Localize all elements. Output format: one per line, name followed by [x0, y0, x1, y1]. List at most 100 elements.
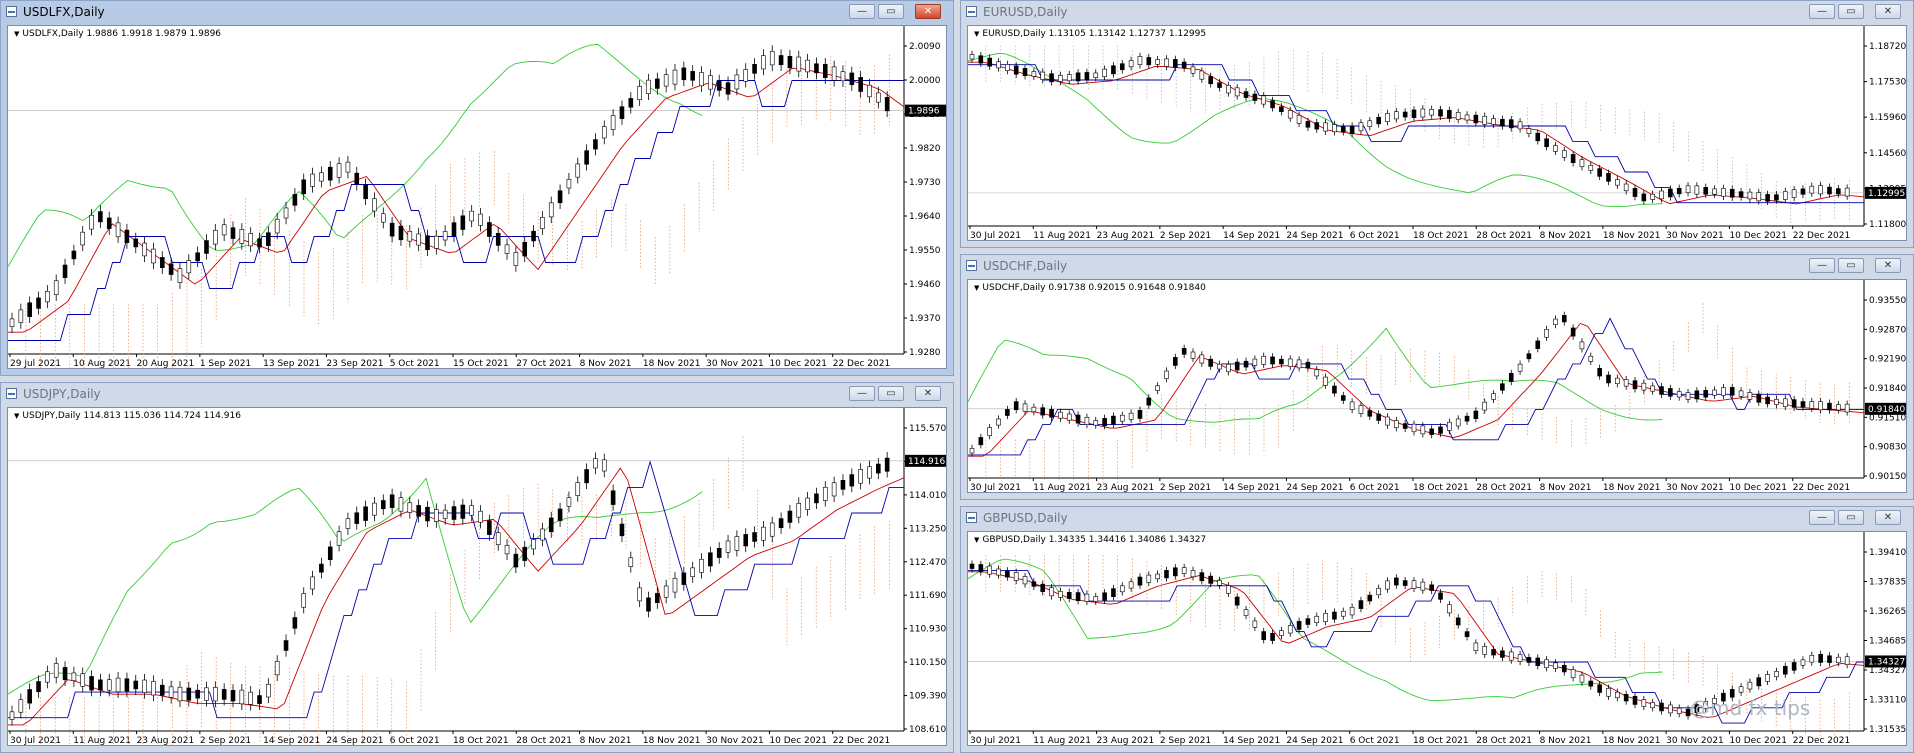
dropdown-triangle-icon[interactable]: ▼ — [974, 30, 980, 38]
candle-body — [840, 71, 846, 82]
window-titlebar[interactable]: GBPUSD,Daily — ▭ ✕ — [961, 507, 1913, 529]
dropdown-triangle-icon[interactable]: ▼ — [974, 284, 980, 292]
minimize-button[interactable]: — — [1809, 4, 1835, 19]
candle-body — [1340, 126, 1346, 133]
candle-body — [522, 546, 528, 561]
candle-body — [124, 678, 130, 692]
window-titlebar[interactable]: USDLFX,Daily — ▭ ✕ — [1, 1, 953, 23]
candle-body — [1066, 592, 1072, 599]
candle-body — [1447, 604, 1452, 614]
candle-body — [1747, 392, 1753, 400]
candle-body — [1703, 701, 1709, 709]
minimize-button[interactable]: — — [849, 386, 875, 401]
candle-body — [1809, 401, 1815, 409]
time-tick-label: 30 Jul 2021 — [10, 736, 61, 746]
window-titlebar[interactable]: USDJPY,Daily — ▭ ✕ — [1, 383, 953, 405]
close-button[interactable]: ✕ — [915, 386, 941, 401]
candle-body — [274, 218, 280, 234]
window-title: EURUSD,Daily — [983, 5, 1068, 19]
chart-plot-area[interactable]: 2.00902.00001.99101.98201.97301.96401.95… — [7, 25, 947, 369]
maximize-button[interactable]: ▭ — [1838, 510, 1864, 525]
candle-body — [1818, 653, 1823, 663]
chart-window-usdjpy[interactable]: USDJPY,Daily — ▭ ✕ 115.570114.790114.010… — [0, 382, 954, 753]
candle-body — [849, 474, 855, 487]
candle-body — [1075, 592, 1081, 601]
chart-plot-area[interactable]: 115.570114.790114.010113.250112.470111.6… — [7, 407, 947, 746]
candle-body — [257, 238, 262, 248]
candle-body — [1332, 611, 1337, 620]
price-chart: 115.570114.790114.010113.250112.470111.6… — [8, 408, 946, 746]
candle-body — [584, 150, 589, 165]
window-titlebar[interactable]: USDCHF,Daily — ▭ ✕ — [961, 255, 1913, 277]
candle-body — [310, 173, 315, 187]
kijun-sen-line — [968, 570, 1864, 724]
candle-body — [663, 74, 669, 87]
dropdown-triangle-icon[interactable]: ▼ — [14, 412, 20, 420]
close-button[interactable]: ✕ — [915, 4, 941, 19]
candle-body — [504, 244, 510, 254]
chart-window-usdlfx[interactable]: USDLFX,Daily — ▭ ✕ 2.00902.00001.99101.9… — [0, 0, 954, 376]
candle-body — [363, 506, 368, 521]
time-tick-label: 2 Sep 2021 — [200, 736, 251, 746]
candle-body — [45, 291, 50, 303]
candle-body — [575, 482, 581, 496]
minimize-button[interactable]: — — [849, 4, 875, 19]
candle-body — [1340, 610, 1346, 617]
candle-body — [1544, 329, 1549, 338]
dropdown-triangle-icon[interactable]: ▼ — [974, 536, 980, 544]
candle-body — [1774, 671, 1779, 678]
candle-body — [1031, 581, 1037, 587]
candle-body — [1252, 358, 1258, 366]
kijun-sen-line — [968, 317, 1864, 456]
chart-window-usdchf[interactable]: USDCHF,Daily — ▭ ✕ 0.93550 0.92870 0.92190… — [960, 254, 1914, 500]
maximize-button[interactable]: ▭ — [878, 386, 904, 401]
price-tick-label: 1.9550 — [909, 246, 941, 256]
price-tick-label: 110.150 — [909, 658, 946, 668]
chart-window-gbpusd[interactable]: GBPUSD,Daily — ▭ ✕ 1.39410 1.37835 1.36265… — [960, 506, 1914, 753]
time-tick-label: 13 Sep 2021 — [263, 359, 320, 369]
chart-window-eurusd[interactable]: EURUSD,Daily — ▭ ✕ 1.18720 1.17530 1.15960… — [960, 0, 1914, 248]
candle-body — [1367, 594, 1373, 602]
time-tick-label: 10 Dec 2021 — [1729, 483, 1787, 493]
candle-body — [460, 504, 466, 519]
candle-body — [1650, 385, 1655, 392]
chart-plot-area[interactable]: 1.18720 1.17530 1.15960 1.14560 1.12995 1.118… — [967, 25, 1907, 241]
candle-body — [1464, 631, 1470, 637]
chart-plot-area[interactable]: 1.39410 1.37835 1.36265 1.34685 1.34327 1.331… — [967, 531, 1907, 746]
candle-body — [1800, 659, 1806, 666]
dropdown-triangle-icon[interactable]: ▼ — [14, 30, 20, 38]
candle-body — [1084, 72, 1090, 81]
candle-body — [133, 680, 139, 690]
maximize-button[interactable]: ▭ — [1838, 4, 1864, 19]
candle-body — [1075, 72, 1081, 82]
candle-body — [168, 263, 174, 275]
candle-body — [425, 235, 430, 251]
close-button[interactable]: ✕ — [1875, 510, 1901, 525]
candle-body — [672, 69, 678, 85]
maximize-button[interactable]: ▭ — [1838, 258, 1864, 273]
candle-body — [274, 660, 280, 676]
close-button[interactable]: ✕ — [1875, 258, 1901, 273]
close-button[interactable]: ✕ — [1875, 4, 1901, 19]
candle-body — [1376, 587, 1381, 596]
chart-plot-area[interactable]: 0.93550 0.92870 0.92190 0.91840 0.91510 0.908… — [967, 279, 1907, 493]
time-tick-label: 23 Aug 2021 — [1097, 736, 1155, 746]
time-tick-label: 8 Nov 2021 — [580, 736, 632, 746]
maximize-button[interactable]: ▭ — [878, 4, 904, 19]
candle-body — [1712, 389, 1717, 396]
time-tick-label: 10 Dec 2021 — [1729, 231, 1787, 241]
candle-body — [858, 469, 863, 484]
candle-body — [151, 248, 156, 264]
minimize-button[interactable]: — — [1809, 258, 1835, 273]
candle-body — [1234, 596, 1240, 606]
time-tick-label: 6 Oct 2021 — [1350, 231, 1400, 241]
candle-body — [1411, 423, 1417, 433]
time-tick-label: 30 Nov 2021 — [706, 736, 764, 746]
candle-body — [327, 166, 333, 181]
window-titlebar[interactable]: EURUSD,Daily — ▭ ✕ — [961, 1, 1913, 23]
price-tick-label: 1.37835 — [1869, 578, 1906, 588]
minimize-button[interactable]: — — [1809, 510, 1835, 525]
candle-body — [1261, 631, 1267, 641]
time-tick-label: 10 Dec 2021 — [769, 359, 827, 369]
time-tick-label: 22 Dec 2021 — [833, 359, 891, 369]
